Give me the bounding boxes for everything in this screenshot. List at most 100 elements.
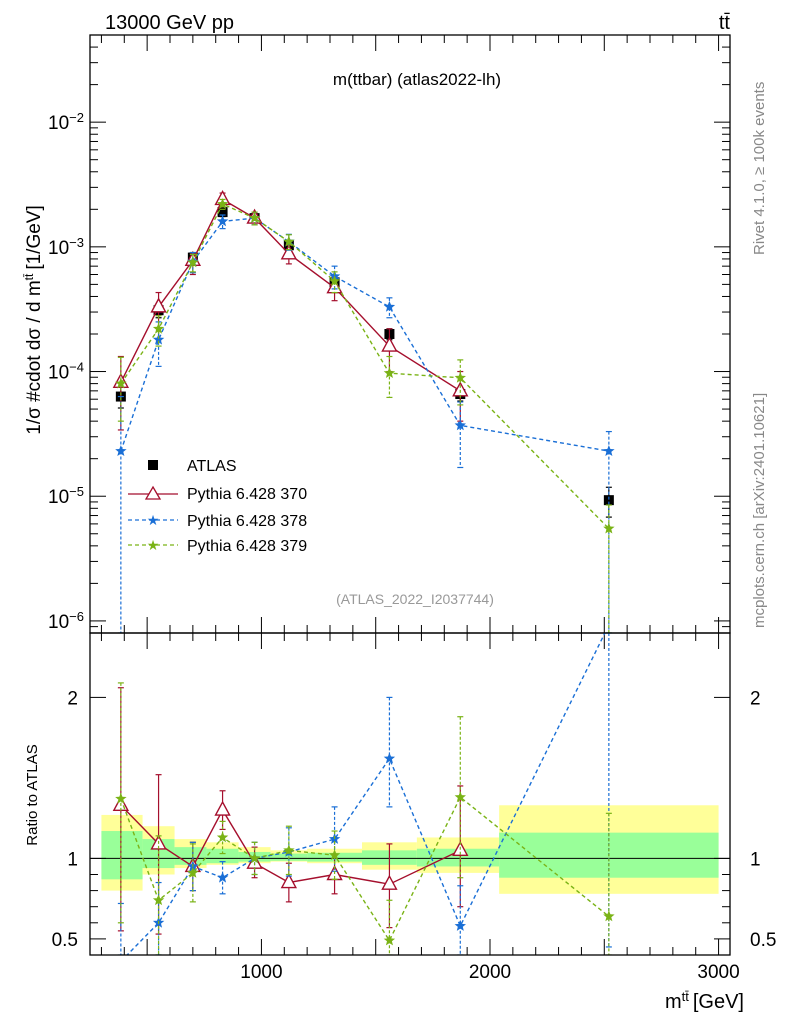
ratio-point-py379 bbox=[248, 852, 261, 864]
main-y-label-sup: tt̄ bbox=[22, 273, 36, 280]
x-tick-label: 3000 bbox=[697, 962, 739, 983]
ratio-line-py378 bbox=[126, 633, 606, 955]
point-py379 bbox=[248, 212, 261, 223]
y-tick-label: 10−6 bbox=[48, 608, 84, 633]
ratio-band-inner bbox=[206, 848, 239, 864]
series-py378 bbox=[115, 211, 615, 633]
ratio-plot-frame bbox=[89, 632, 731, 956]
point-py370 bbox=[381, 336, 398, 352]
point-py379 bbox=[152, 322, 165, 334]
legend-atlas-marker bbox=[148, 460, 158, 470]
point-atlas bbox=[217, 207, 228, 218]
x-label-unit: [GeV] bbox=[693, 991, 744, 1013]
y-tick-label: 10−2 bbox=[48, 110, 84, 135]
legend-entry-py370: Pythia 6.428 370 bbox=[128, 485, 307, 503]
main-axis-ticks: 10−6 10−5 10−4 10−3 10−2 bbox=[48, 34, 730, 634]
ratio-band-inner bbox=[101, 831, 143, 880]
rivet-label: Rivet 4.1.0, ≥ 100k events bbox=[751, 82, 768, 255]
ratio-y-tick-label-left: 1 bbox=[67, 849, 78, 870]
legend-entry-atlas: ATLAS bbox=[148, 458, 237, 475]
ratio-point-py370 bbox=[214, 800, 231, 816]
point-py370 bbox=[150, 297, 167, 313]
legend-py378-label: Pythia 6.428 378 bbox=[187, 513, 307, 530]
ratio-point-py379 bbox=[603, 910, 615, 922]
point-py378 bbox=[383, 300, 396, 312]
y-tick-label: 10−4 bbox=[48, 359, 84, 384]
main-plot-frame bbox=[89, 34, 731, 634]
point-py378 bbox=[115, 445, 127, 456]
ratio-y-tick-label-right: 2 bbox=[750, 688, 761, 709]
ratio-point-py370 bbox=[280, 873, 298, 889]
ratio-series bbox=[112, 633, 615, 955]
ratio-axis-ticks: 0.5 0.5 1 1 2 2 bbox=[52, 633, 776, 956]
series-line-py370 bbox=[120, 198, 461, 392]
ratio-point-py379 bbox=[283, 844, 295, 856]
ratio-line-py379 bbox=[120, 796, 610, 942]
legend-py379-marker: ★ bbox=[147, 537, 160, 553]
ratio-point-py379 bbox=[115, 792, 127, 804]
ratio-y-tick-label-left: 0.5 bbox=[52, 930, 78, 951]
legend-atlas-label: ATLAS bbox=[187, 458, 237, 475]
y-tick-label: 10−3 bbox=[48, 234, 84, 259]
ratio-y-tick-label-right: 0.5 bbox=[750, 930, 776, 951]
series-py379 bbox=[115, 198, 615, 633]
ratio-point-py379 bbox=[216, 831, 229, 843]
ratio-point-py379 bbox=[328, 849, 341, 860]
point-py370 bbox=[280, 244, 298, 260]
ratio-point-py379 bbox=[152, 894, 165, 906]
analysis-id: (ATLAS_2022_I2037744) bbox=[336, 591, 494, 607]
x-axis-label: mtt̄ [GeV] bbox=[665, 989, 744, 1014]
point-py379 bbox=[328, 275, 341, 287]
point-py378 bbox=[152, 333, 165, 345]
main-y-axis-label: 1/σ #cdot dσ / d mtt̄ [1/GeV] bbox=[22, 205, 45, 435]
ratio-bands bbox=[90, 805, 730, 894]
point-py379 bbox=[283, 235, 295, 247]
main-y-label-main: 1/σ #cdot dσ / d m bbox=[24, 280, 45, 434]
ratio-y-tick-label-left: 2 bbox=[67, 688, 78, 709]
ratio-y-tick-label-right: 1 bbox=[750, 849, 761, 870]
point-py379 bbox=[383, 367, 396, 378]
ratio-point-py378 bbox=[383, 752, 396, 764]
plot-title: m(ttbar) (atlas2022-lh) bbox=[333, 70, 501, 89]
main-y-label-unit: [1/GeV] bbox=[24, 205, 45, 269]
legend-py370-marker bbox=[144, 485, 162, 500]
ratio-point-py378 bbox=[454, 920, 466, 931]
point-py378 bbox=[454, 419, 466, 431]
x-tick-label: 1000 bbox=[240, 962, 282, 983]
legend: ATLAS Pythia 6.428 370 ★ Pythia 6.428 37… bbox=[128, 458, 307, 555]
process-label: tt̄ bbox=[719, 12, 731, 34]
point-py379 bbox=[603, 522, 615, 534]
ratio-point-py379 bbox=[454, 791, 466, 803]
point-atlas bbox=[603, 495, 614, 506]
legend-py378-marker: ★ bbox=[147, 512, 160, 528]
legend-entry-py379: ★ Pythia 6.428 379 bbox=[128, 537, 307, 555]
ratio-y-axis-label: Ratio to ATLAS bbox=[24, 744, 41, 845]
point-py378 bbox=[216, 215, 229, 227]
ratio-series-py378 bbox=[117, 633, 612, 955]
series-py370 bbox=[112, 189, 469, 431]
energy-label: 13000 GeV pp bbox=[105, 12, 234, 34]
ratio-point-py379 bbox=[383, 934, 396, 946]
ratio-point-py378 bbox=[216, 871, 229, 883]
point-py379 bbox=[454, 371, 466, 383]
ratio-plot: 0.5 0.5 1 1 2 2 bbox=[52, 632, 776, 956]
main-plot: 10−6 10−5 10−4 10−3 10−2 m(ttbar) (atlas2022… bbox=[48, 34, 731, 634]
x-tick-label: 2000 bbox=[469, 962, 511, 983]
legend-py370-label: Pythia 6.428 370 bbox=[187, 486, 307, 503]
ratio-series-py379 bbox=[115, 682, 615, 955]
ratio-point-py379 bbox=[187, 866, 199, 878]
main-series bbox=[112, 189, 615, 633]
x-tick-labels: 1000 2000 3000 bbox=[240, 962, 739, 983]
mcplots-label: mcplots.cern.ch [arXiv:2401.10621] bbox=[751, 393, 768, 628]
point-py379 bbox=[115, 377, 127, 389]
ratio-point-py370 bbox=[381, 874, 398, 890]
legend-py379-label: Pythia 6.428 379 bbox=[187, 538, 307, 555]
point-py379 bbox=[216, 198, 229, 209]
point-py378 bbox=[603, 445, 615, 456]
point-py379 bbox=[187, 256, 199, 268]
x-label-main: m bbox=[665, 991, 682, 1013]
y-tick-label: 10−5 bbox=[48, 484, 84, 509]
series-line-py379 bbox=[120, 203, 610, 530]
legend-entry-py378: ★ Pythia 6.428 378 bbox=[128, 512, 307, 530]
